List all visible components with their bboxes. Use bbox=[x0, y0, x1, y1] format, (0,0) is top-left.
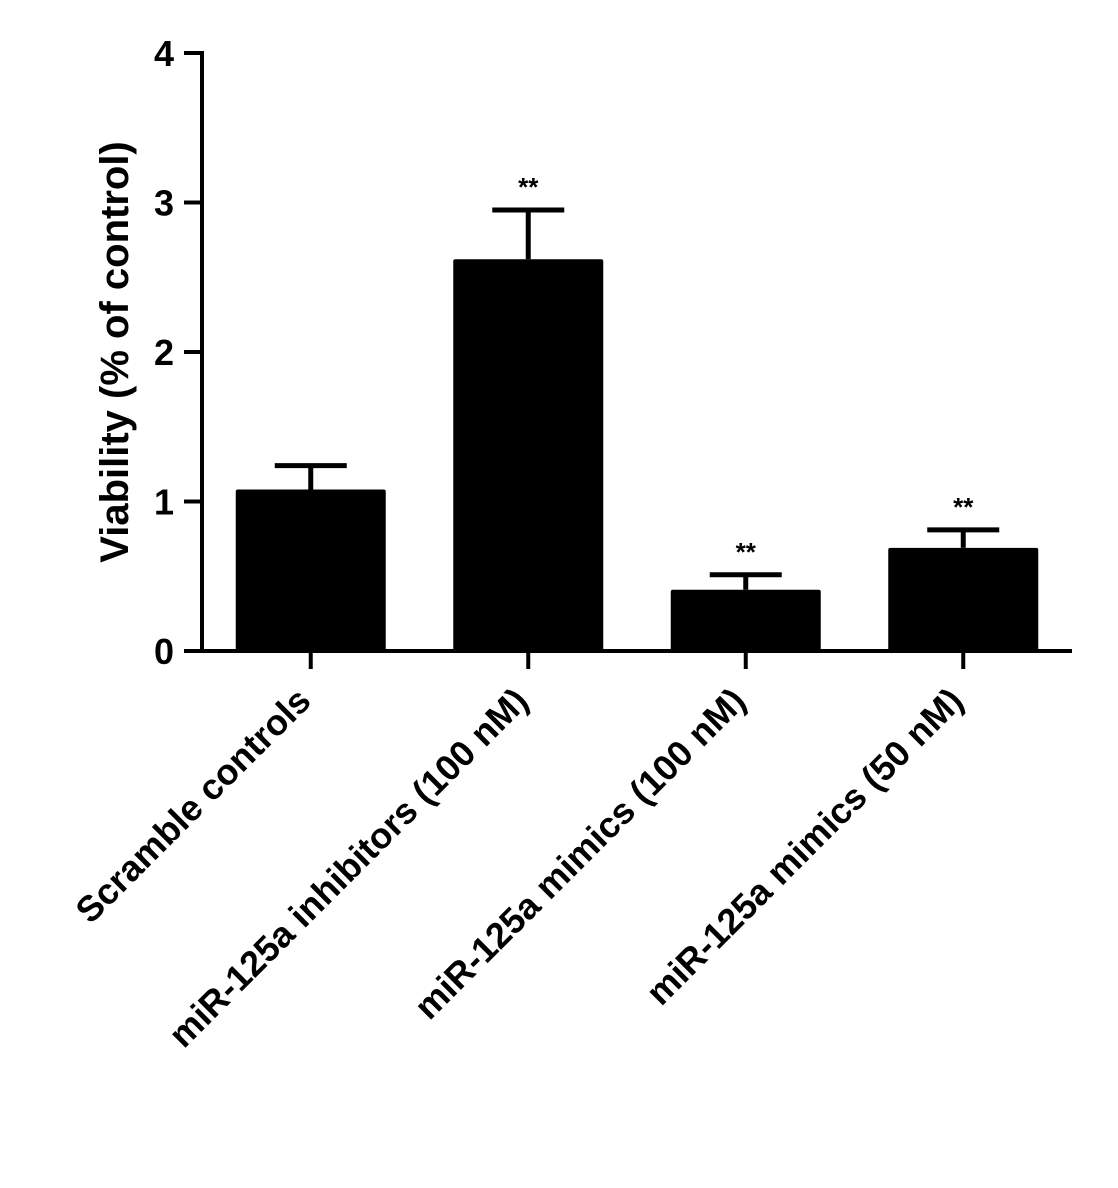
significance-marker: ** bbox=[518, 172, 539, 202]
y-tick-label: 1 bbox=[154, 482, 174, 523]
x-tick-label: Scramble controls bbox=[67, 680, 318, 931]
y-tick-label: 3 bbox=[154, 183, 174, 224]
x-tick-label: miR-125a inhibitors (100 nM) bbox=[160, 680, 536, 1056]
y-axis-label: Viability (% of control) bbox=[93, 141, 137, 563]
significance-marker: ** bbox=[736, 537, 757, 567]
y-tick-label: 4 bbox=[154, 33, 174, 74]
bar bbox=[235, 489, 386, 651]
significance-marker: ** bbox=[953, 492, 974, 522]
y-tick-label: 0 bbox=[154, 631, 174, 672]
bar bbox=[670, 589, 821, 651]
y-tick-label: 2 bbox=[154, 332, 174, 373]
bar bbox=[453, 259, 604, 651]
bar bbox=[888, 547, 1039, 651]
